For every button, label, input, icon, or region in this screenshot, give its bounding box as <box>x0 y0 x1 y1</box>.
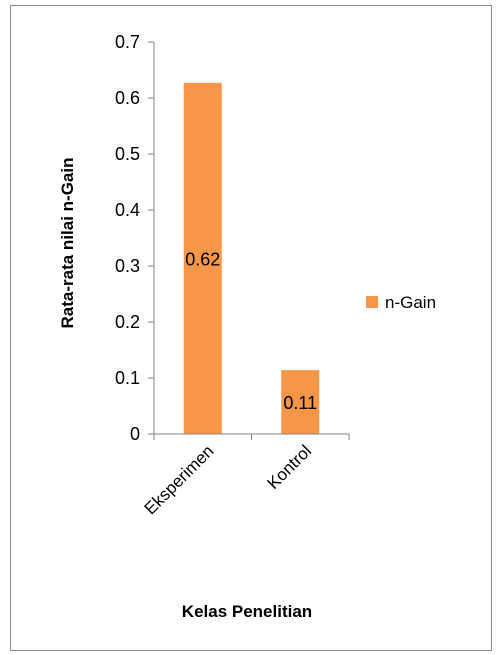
legend-swatch <box>366 296 378 308</box>
x-axis-ticks <box>153 434 350 440</box>
legend: n-Gain <box>366 293 436 312</box>
y-tick-label: 0.7 <box>115 32 140 52</box>
y-tick-label: 0.6 <box>115 88 140 108</box>
y-tick-label: 0.4 <box>115 200 140 220</box>
bar-kontrol <box>281 370 320 434</box>
y-axis-title: Rata-rata nilai n-Gain <box>58 158 77 329</box>
axes <box>153 42 349 435</box>
y-tick-label: 0.3 <box>115 256 140 276</box>
data-label-eksperimen: 0.62 <box>185 249 220 269</box>
data-labels: 0.62 0.11 <box>185 249 317 413</box>
y-tick-label: 0.5 <box>115 144 140 164</box>
y-tick-label: 0 <box>130 424 140 444</box>
category-label-eksperimen: Eksperimen <box>141 441 218 518</box>
bar-series <box>183 82 320 434</box>
y-tick-label: 0.2 <box>115 312 140 332</box>
y-axis-ticks: 0 0.1 0.2 0.3 0.4 0.5 0.6 0.7 <box>115 32 154 444</box>
bar-eksperimen <box>183 82 222 434</box>
category-label-kontrol: Kontrol <box>264 441 316 493</box>
category-labels: Eksperimen Kontrol <box>141 441 315 518</box>
chart-frame <box>10 5 492 651</box>
data-label-kontrol: 0.11 <box>283 393 317 413</box>
legend-label-n-gain: n-Gain <box>385 293 436 312</box>
x-axis-title: Kelas Penelitian <box>182 602 312 621</box>
y-tick-label: 0.1 <box>115 368 140 388</box>
